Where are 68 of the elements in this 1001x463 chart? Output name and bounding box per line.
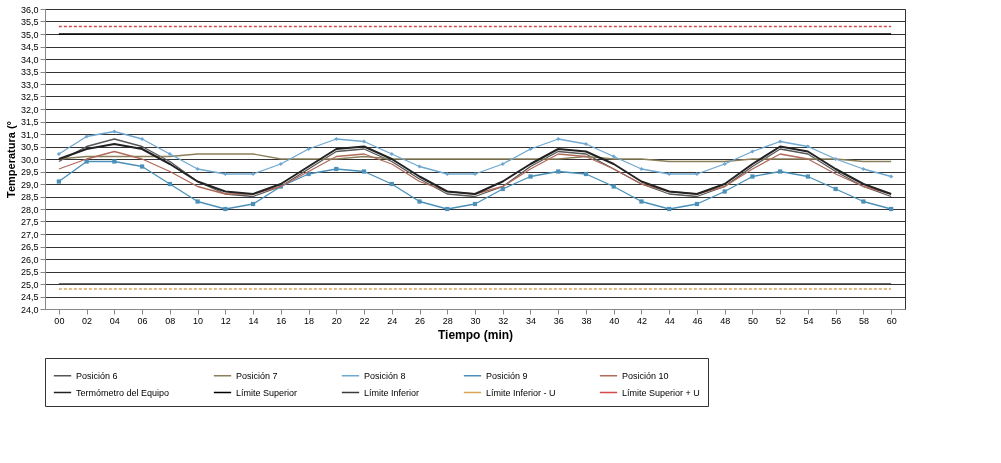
legend-label: Posición 6 — [76, 370, 118, 381]
legend-label: Posición 7 — [236, 370, 278, 381]
y-tick-label: 30,0 — [20, 154, 39, 165]
y-tick-label: 26,0 — [20, 254, 39, 265]
y-tick-label: 31,5 — [20, 117, 39, 127]
x-tick-label: 40 — [609, 315, 620, 326]
x-tick-label: 24 — [387, 315, 398, 326]
y-tick-label: 28,5 — [20, 192, 39, 202]
legend-label: Posición 10 — [622, 370, 669, 381]
x-tick-label: 46 — [692, 315, 703, 326]
y-tick-label: 34,5 — [20, 42, 39, 52]
y-tick-label: 32,0 — [20, 104, 39, 115]
y-tick-label: 35,0 — [20, 29, 39, 40]
x-tick-label: 56 — [831, 315, 842, 326]
y-tick-label: 24,5 — [20, 292, 39, 302]
legend-label: Límite Inferior — [364, 387, 420, 398]
y-tick-label: 27,0 — [20, 229, 39, 240]
x-tick-label: 18 — [304, 315, 315, 326]
x-tick-label: 38 — [581, 315, 592, 326]
x-tick-label: 36 — [553, 315, 564, 326]
x-tick-label: 54 — [803, 315, 814, 326]
x-tick-label: 58 — [858, 315, 869, 326]
x-tick-label: 44 — [664, 315, 675, 326]
y-tick-label: 29,5 — [20, 167, 39, 177]
y-tick-label: 24,0 — [20, 304, 39, 315]
x-tick-label: 60 — [886, 315, 897, 326]
x-tick-label: 34 — [525, 315, 536, 326]
x-tick-label: 06 — [137, 315, 148, 326]
x-tick-label: 08 — [165, 315, 176, 326]
x-tick-label: 14 — [248, 315, 259, 326]
y-tick-label: 25,5 — [20, 267, 39, 277]
legend-label: Límite Inferior - U — [486, 387, 556, 398]
y-tick-label: 30,5 — [20, 142, 39, 152]
x-axis-title: Tiempo (min) — [437, 327, 514, 342]
x-tick-label: 48 — [720, 315, 731, 326]
x-tick-label: 10 — [193, 315, 204, 326]
y-tick-label: 26,5 — [20, 242, 39, 252]
x-tick-label: 12 — [220, 315, 231, 326]
x-tick-label: 20 — [331, 315, 342, 326]
x-tick-label: 28 — [442, 315, 453, 326]
x-tick-label: 04 — [109, 315, 120, 326]
legend-label: Termómetro del Equipo — [76, 387, 170, 398]
y-tick-label: 27,5 — [20, 217, 39, 227]
y-tick-label: 28,0 — [20, 204, 39, 215]
x-tick-label: 26 — [415, 315, 426, 326]
y-tick-label: 33,0 — [20, 79, 39, 90]
legend-label: Posición 8 — [364, 370, 406, 381]
x-tick-label: 22 — [359, 315, 370, 326]
y-tick-label: 35,5 — [20, 17, 39, 27]
y-tick-label: 33,5 — [20, 67, 39, 77]
y-tick-label: 36,0 — [20, 4, 39, 15]
y-tick-label: 25,0 — [20, 279, 39, 290]
x-tick-label: 52 — [775, 315, 786, 326]
x-tick-label: 32 — [498, 315, 509, 326]
x-tick-label: 30 — [470, 315, 481, 326]
legend-label: Límite Superior + U — [622, 387, 700, 398]
x-tick-label: 50 — [747, 315, 758, 326]
x-tick-label: 16 — [276, 315, 287, 326]
y-axis-title: Temperatura (° — [4, 121, 17, 198]
y-tick-label: 31,0 — [20, 129, 39, 140]
x-tick-label: 00 — [54, 315, 65, 326]
legend-label: Posición 9 — [486, 370, 528, 381]
y-tick-label: 34,0 — [20, 54, 39, 65]
legend-label: Límite Superior — [236, 387, 298, 398]
y-tick-label: 29,0 — [20, 179, 39, 190]
x-tick-label: 02 — [82, 315, 93, 326]
x-tick-label: 42 — [636, 315, 647, 326]
y-tick-label: 32,5 — [20, 92, 39, 102]
